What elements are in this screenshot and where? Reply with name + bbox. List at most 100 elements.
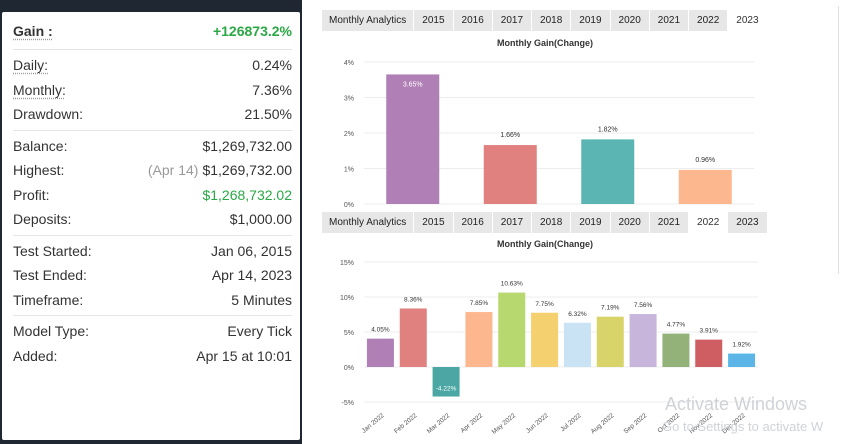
chart-title-top: Monthly Gain(Change) [497, 38, 593, 48]
added-value: Apr 15 at 10:01 [196, 347, 292, 364]
bar [399, 308, 427, 367]
x-tick-label: Aug 2022 [590, 412, 616, 435]
bar [662, 333, 690, 367]
x-tick-label: Jan 2022 [361, 412, 386, 435]
stats-card: Gain : +126873.2% Daily: 0.24% Monthly: … [2, 12, 300, 440]
watermark-title: Activate Windows [665, 394, 808, 414]
test-started-value: Jan 06, 2015 [211, 242, 292, 259]
timeframe-label: Timeframe: [13, 291, 84, 308]
bar [563, 322, 591, 367]
model-type-value: Every Tick [227, 323, 292, 340]
y-tick-label: 0% [344, 365, 354, 372]
bar [465, 312, 493, 367]
top-tab-2019[interactable]: 2019 [571, 10, 611, 31]
data-label: 6.32% [568, 311, 587, 318]
balance-group: Balance: $1,269,732.00 Highest: (Apr 14)… [13, 131, 292, 236]
monthly-label: Monthly: [13, 81, 66, 98]
data-label: 3.65% [403, 81, 423, 88]
top-tab-2017[interactable]: 2017 [492, 10, 533, 31]
top-tab-2021[interactable]: 2021 [649, 10, 690, 31]
bar [581, 139, 635, 204]
highest-value-wrap: (Apr 14) $1,269,732.00 [148, 162, 292, 178]
data-label: 7.75% [535, 301, 554, 308]
data-label: 1.82% [598, 126, 618, 133]
data-label: 10.63% [501, 281, 523, 288]
data-label: 1.92% [732, 342, 751, 349]
highest-value: $1,269,732.00 [202, 162, 292, 179]
profit-value: $1,268,732.02 [202, 186, 292, 203]
x-tick-label: Apr 2022 [459, 412, 484, 435]
bottom-tab-2015[interactable]: 2015 [414, 212, 454, 233]
bar [678, 169, 732, 204]
y-tick-label: 4% [344, 60, 354, 67]
test-ended-value: Apr 14, 2023 [211, 267, 292, 284]
highest-label: Highest: [13, 162, 65, 179]
bar [629, 314, 657, 367]
top-tab-2015[interactable]: 2015 [414, 10, 454, 31]
gain-row: Gain : +126873.2% [13, 12, 292, 50]
data-label: 1.66% [500, 132, 520, 139]
bottom-tab-2019[interactable]: 2019 [571, 212, 611, 233]
top-tab-2022[interactable]: 2022 [689, 10, 729, 31]
y-tick-label: 2% [344, 131, 354, 138]
bottom-tab-2020[interactable]: 2020 [610, 212, 650, 233]
top-tab-2023[interactable]: 2023 [728, 10, 768, 31]
added-label: Added: [13, 347, 58, 364]
tabs-bottom: Monthly Analytics 2015 2016 2017 2018 2019 202… [322, 212, 768, 233]
top-tab-2016[interactable]: 2016 [453, 10, 493, 31]
balance-label: Balance: [13, 137, 68, 154]
top-tab-2020[interactable]: 2020 [610, 10, 650, 31]
bottom-tab-2021[interactable]: 2021 [649, 212, 690, 233]
highest-row: Highest: (Apr 14) $1,269,732.00 [13, 158, 292, 183]
x-tick-label: May 2022 [491, 412, 518, 436]
bar [728, 353, 756, 367]
drawdown-value: 21.50% [244, 106, 292, 123]
tabs-top: Monthly Analytics 2015 2016 2017 2018 2019 202… [322, 10, 768, 31]
drawdown-row: Drawdown: 21.50% [13, 102, 292, 127]
model-type-row: Model Type: Every Tick [13, 319, 292, 344]
daily-row: Daily: 0.24% [13, 53, 292, 78]
bar [483, 145, 537, 204]
bottom-tab-2017[interactable]: 2017 [492, 212, 533, 233]
bottom-tab-2023[interactable]: 2023 [728, 212, 768, 233]
data-label: -4.22% [436, 386, 457, 393]
y-tick-label: 15% [340, 260, 354, 267]
bar [695, 339, 723, 367]
chart-title-bottom: Monthly Gain(Change) [497, 239, 593, 249]
bottom-tab-2018[interactable]: 2018 [532, 212, 572, 233]
y-tick-label: 0% [344, 202, 354, 209]
highest-date: (Apr 14) [147, 162, 199, 179]
data-label: 7.85% [470, 300, 489, 307]
bottom-tab-2022[interactable]: 2022 [689, 212, 729, 233]
data-label: 4.77% [667, 322, 686, 329]
balance-value: $1,269,732.00 [202, 137, 292, 154]
profit-label: Profit: [13, 186, 50, 203]
added-row: Added: Apr 15 at 10:01 [13, 344, 292, 369]
profit-row: Profit: $1,268,732.02 [13, 183, 292, 208]
bar [432, 367, 460, 397]
data-label: 7.19% [601, 305, 620, 312]
model-type-label: Model Type: [13, 323, 90, 340]
model-group: Model Type: Every Tick Added: Apr 15 at … [13, 316, 292, 371]
x-tick-label: Feb 2022 [393, 412, 419, 435]
top-tab-2018[interactable]: 2018 [532, 10, 572, 31]
balance-row: Balance: $1,269,732.00 [13, 134, 292, 159]
chart-top: 0% 1% 2% 3% 4% 3.65% 1.66% 1.82% 0.96% [344, 60, 754, 209]
bottom-tab-monthly-analytics[interactable]: Monthly Analytics [322, 212, 415, 233]
data-label: 8.36% [404, 296, 423, 303]
panel-gap [302, 0, 320, 444]
deposits-row: Deposits: $1,000.00 [13, 207, 292, 232]
y-tick-label: 1% [344, 167, 354, 174]
data-label: 7.56% [634, 302, 653, 309]
test-ended-label: Test Ended: [13, 267, 87, 284]
top-tab-monthly-analytics[interactable]: Monthly Analytics [322, 10, 415, 31]
test-group: Test Started: Jan 06, 2015 Test Ended: A… [13, 236, 292, 316]
timeframe-value: 5 Minutes [231, 291, 292, 308]
monthly-value: 7.36% [252, 81, 292, 98]
y-tick-label: 5% [344, 330, 354, 337]
monthly-row: Monthly: 7.36% [13, 78, 292, 103]
bottom-tab-2016[interactable]: 2016 [453, 212, 493, 233]
data-label: 4.05% [371, 327, 390, 334]
deposits-label: Deposits: [13, 211, 72, 228]
chart-bottom: -5% 0% 5% 10% 15% 4.05% Jan 2022 8.36% Feb 2022 -… [340, 260, 758, 436]
